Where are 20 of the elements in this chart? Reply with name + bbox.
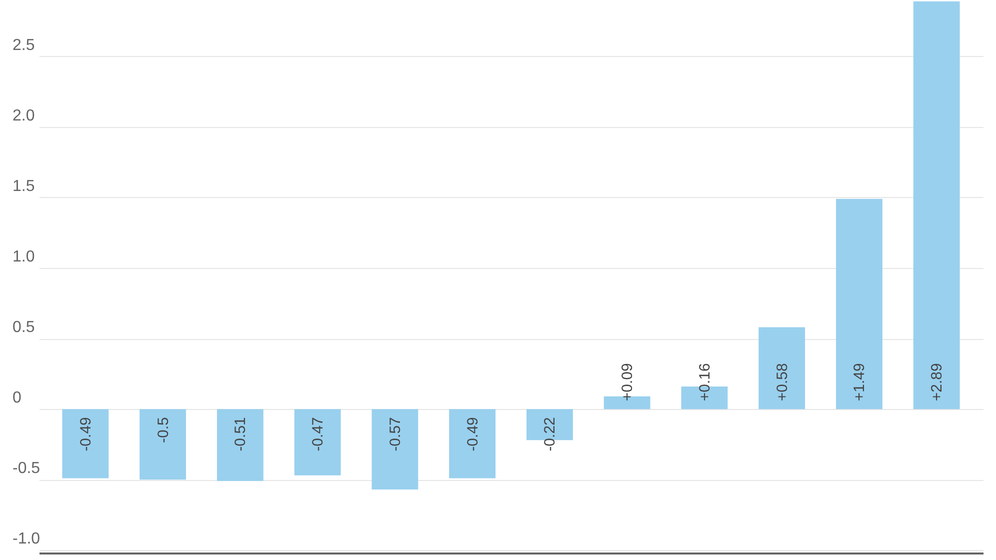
data-label: -0.51 (232, 417, 250, 452)
y-tick-label: 1.5 (12, 178, 35, 195)
y-tick-label: 2.5 (12, 36, 35, 54)
data-label: +0.16 (696, 363, 714, 402)
y-tick-label: 0.5 (12, 319, 35, 336)
data-label: -0.57 (386, 417, 404, 452)
y-tick-label: -1.0 (12, 530, 40, 548)
y-tick-label: 0 (12, 390, 22, 407)
data-label: -0.22 (542, 417, 559, 452)
data-label: +1.49 (851, 363, 868, 402)
data-label: +0.09 (619, 363, 636, 402)
data-label: -0.47 (310, 417, 327, 452)
y-tick-label: 2.0 (12, 107, 35, 124)
data-label: -0.49 (464, 417, 482, 452)
data-label: +2.89 (928, 363, 946, 402)
y-tick-label: 1.0 (12, 248, 35, 266)
data-label: +0.58 (774, 363, 791, 402)
data-label: -0.49 (77, 417, 94, 452)
y-tick-label: -0.5 (12, 460, 40, 478)
data-label: -0.5 (154, 417, 172, 443)
